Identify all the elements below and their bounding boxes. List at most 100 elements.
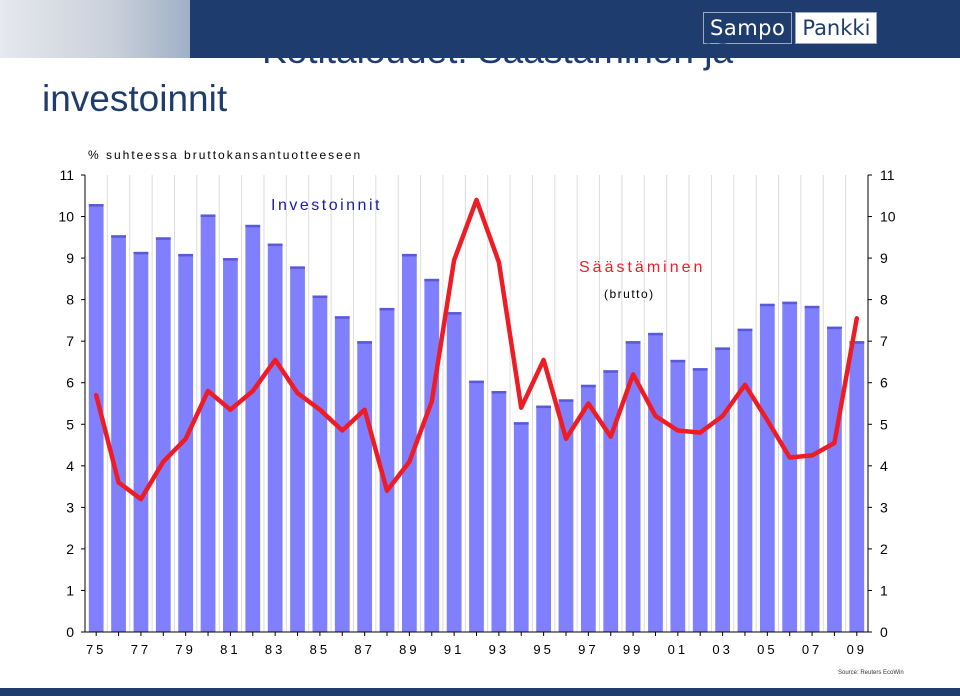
y-tick-label-right: 9	[880, 250, 888, 266]
x-tick-label: 91	[444, 642, 464, 657]
chart-axes	[81, 174, 872, 636]
x-tick-label: 05	[757, 642, 777, 657]
bar-1997	[580, 384, 596, 632]
series-sublabel-brutto: (brutto)	[604, 287, 655, 301]
y-tick-label-right: 4	[880, 458, 888, 474]
bar-cap-1978	[155, 237, 171, 240]
y-tick-label-right: 7	[880, 333, 888, 349]
y-tick-label-left: 6	[66, 375, 74, 391]
x-tick-label: 03	[712, 642, 732, 657]
bar-1988	[379, 307, 395, 632]
y-tick-label-left: 0	[66, 624, 74, 640]
bar-cap-1977	[133, 251, 149, 255]
bar-cap-2002	[692, 368, 708, 371]
bar-cap-1990	[424, 278, 440, 282]
bar-1980	[200, 214, 216, 632]
chart-grid	[106, 175, 847, 632]
bar-2005	[759, 303, 775, 632]
y-tick-label-right: 1	[880, 582, 888, 598]
bar-cap-1980	[200, 214, 216, 217]
bar-1987	[357, 341, 373, 632]
bar-1989	[402, 253, 417, 632]
bar-2009	[849, 341, 865, 632]
y-tick-label-right: 6	[880, 375, 888, 391]
bar-1982	[245, 224, 261, 632]
x-tick-label: 09	[847, 642, 867, 657]
x-tick-label: 99	[623, 642, 643, 657]
bar-2004	[737, 328, 753, 632]
bar-1996	[558, 399, 574, 632]
bar-cap-1975	[88, 204, 104, 207]
y-tick-label-left: 9	[66, 250, 74, 266]
x-tick-label: 89	[399, 642, 419, 657]
x-tick-label: 81	[220, 642, 240, 657]
source-note: Source: Reuters EcoWin	[838, 670, 904, 676]
x-tick-label: 83	[265, 642, 285, 657]
x-tick-label: 79	[175, 642, 195, 657]
x-tick-label: 87	[354, 642, 374, 657]
series-label-investoinnit: Investoinnit	[271, 197, 382, 214]
bar-1991	[446, 312, 462, 632]
bar-cap-1995	[536, 405, 551, 409]
bar-1981	[223, 258, 238, 632]
bar-1978	[155, 237, 171, 632]
y-tick-label-left: 10	[58, 209, 74, 225]
bar-2000	[648, 332, 663, 632]
y-tick-label-left: 5	[66, 416, 74, 432]
bar-cap-1997	[580, 384, 596, 388]
x-tick-label: 93	[489, 642, 509, 657]
y-tick-label-right: 11	[880, 167, 895, 183]
bar-cap-2003	[715, 347, 730, 350]
y-tick-label-left: 2	[66, 541, 74, 557]
x-tick-label: 01	[668, 642, 688, 657]
bar-cap-1987	[357, 341, 373, 344]
logo-pankki-text: Pankki	[795, 12, 878, 44]
y-tick-label-left: 8	[66, 292, 74, 308]
bar-cap-2009	[849, 341, 865, 344]
x-tick-label: 77	[131, 642, 151, 657]
bar-1994	[513, 422, 529, 632]
y-tick-label-right: 10	[880, 209, 896, 225]
y-tick-label-right: 3	[880, 499, 888, 515]
bar-1985	[312, 295, 328, 632]
bar-2001	[670, 359, 686, 632]
bar-cap-1992	[469, 380, 484, 384]
bar-cap-1989	[402, 253, 417, 257]
bar-cap-1984	[290, 266, 305, 269]
x-tick-label: 07	[802, 642, 822, 657]
bar-1990	[424, 278, 440, 632]
bar-1992	[469, 380, 484, 632]
bars-investoinnit	[88, 204, 865, 633]
bar-2006	[782, 301, 798, 632]
bar-2002	[692, 368, 708, 632]
y-tick-label-right: 8	[880, 292, 888, 308]
bar-1977	[133, 251, 149, 633]
bar-cap-1979	[178, 253, 194, 257]
bar-1998	[603, 370, 619, 632]
bar-cap-1999	[625, 341, 641, 344]
y-axis-label: % suhteessa bruttokansantuotteeseen	[88, 148, 362, 162]
bar-cap-2006	[782, 301, 798, 305]
bar-cap-1998	[603, 370, 619, 373]
bar-1995	[536, 405, 551, 632]
bar-cap-1985	[312, 295, 328, 298]
bar-cap-1993	[491, 391, 507, 394]
y-tick-label-left: 7	[66, 333, 74, 349]
bar-1975	[88, 204, 104, 632]
x-tick-label: 97	[578, 642, 598, 657]
bar-cap-2004	[737, 328, 753, 332]
y-tick-label-left: 4	[66, 458, 74, 474]
bar-1979	[178, 253, 194, 632]
sampo-pankki-logo: Sampo Pankki	[703, 12, 878, 44]
bar-cap-2001	[670, 359, 686, 363]
bar-2003	[715, 347, 730, 632]
bar-1993	[491, 391, 507, 632]
bar-1986	[334, 316, 350, 632]
x-tick-label: 85	[310, 642, 330, 657]
y-tick-label-right: 2	[880, 541, 888, 557]
bar-2008	[827, 326, 842, 632]
line-saastaminen-layer	[93, 197, 860, 502]
bar-1999	[625, 341, 641, 632]
